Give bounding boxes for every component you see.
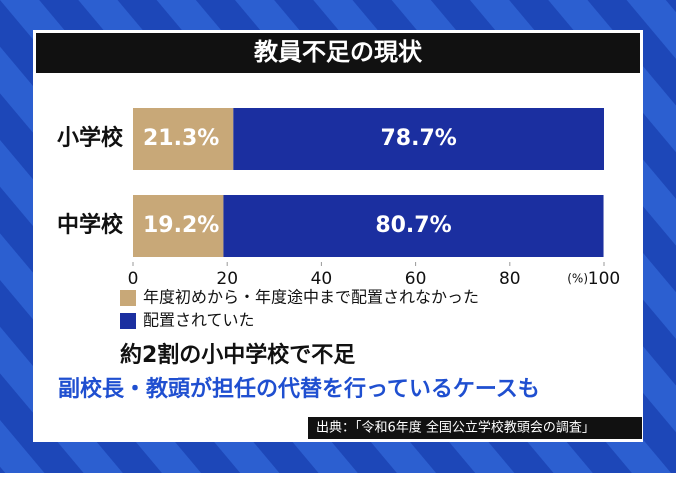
subheadline: 副校長・教頭が担任の代替を行っているケースも bbox=[58, 376, 540, 402]
value-label: 19.2% bbox=[143, 213, 219, 238]
x-tick-label: 100 bbox=[588, 269, 620, 289]
x-tick-label: 60 bbox=[405, 269, 427, 289]
source-bar bbox=[308, 417, 642, 439]
bar-segment bbox=[133, 195, 224, 257]
source: 出典：「令和6年度 全国公立学校教頭会の調査」 bbox=[316, 420, 595, 436]
legend-swatch bbox=[120, 290, 136, 306]
value-label: 21.3% bbox=[143, 126, 219, 151]
x-tick-label: 20 bbox=[216, 269, 238, 289]
title-bar bbox=[36, 33, 640, 73]
x-tick-label: 40 bbox=[311, 269, 333, 289]
category-label: 中学校 bbox=[57, 212, 124, 238]
bar-segment bbox=[133, 108, 234, 170]
legend-label: 年度初めから・年度途中まで配置されなかった bbox=[143, 288, 479, 307]
bar-segment bbox=[223, 195, 604, 257]
value-label: 80.7% bbox=[375, 213, 451, 238]
x-tick-label: 0 bbox=[128, 269, 139, 289]
x-tick-label: 80 bbox=[499, 269, 521, 289]
headline: 約2割の小中学校で不足 bbox=[120, 342, 355, 368]
legend-label: 配置されていた bbox=[143, 311, 255, 330]
value-label: 78.7% bbox=[380, 126, 456, 151]
chart-title: 教員不足の現状 bbox=[254, 38, 423, 66]
legend-swatch bbox=[120, 313, 136, 329]
category-label: 小学校 bbox=[57, 125, 124, 151]
bar-segment bbox=[233, 108, 604, 170]
x-unit: (%) bbox=[567, 272, 588, 286]
